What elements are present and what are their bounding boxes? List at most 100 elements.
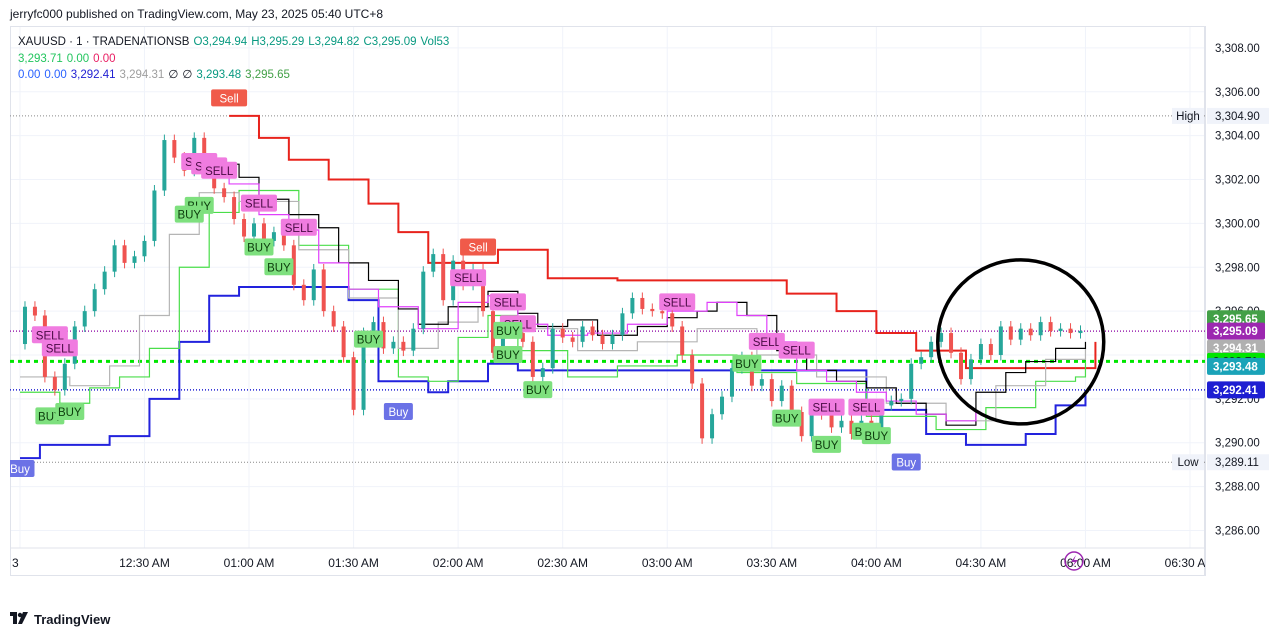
candle-body: [660, 311, 665, 314]
signal-text: BUY: [267, 262, 291, 274]
candle: [680, 320, 685, 361]
signal-badge: [264, 258, 294, 276]
signal-badge: [812, 435, 842, 453]
legend-row2-value-0: 3,293.71: [18, 52, 63, 65]
candle: [630, 292, 635, 319]
signal-text: BUY: [357, 335, 381, 347]
candle: [172, 134, 177, 164]
candle-body: [291, 245, 296, 285]
candle: [929, 336, 934, 363]
candle: [620, 307, 625, 341]
candle-body: [809, 407, 814, 437]
x-tick-label: 02:30 AM: [537, 556, 588, 570]
candle-body: [52, 376, 57, 391]
price-tag: 3,293.48: [1207, 357, 1265, 375]
lightning-icon: [1064, 551, 1084, 571]
candle: [769, 373, 774, 407]
candle: [640, 292, 645, 315]
candle: [1058, 323, 1063, 337]
y-tick-label: 3,300.00: [1215, 218, 1260, 230]
signal-label-buy: Buy: [891, 453, 921, 471]
extreme-label-bg: [1172, 454, 1204, 471]
candle-body: [839, 420, 844, 428]
price-axis[interactable]: 3,286.003,288.003,290.003,292.003,294.00…: [1205, 26, 1281, 576]
signal-text: BUY: [496, 326, 520, 338]
candle-body: [1078, 330, 1083, 334]
signal-label-pink: SELL: [201, 161, 238, 179]
candle: [799, 406, 804, 442]
signal-label-sell: Sell: [211, 89, 248, 107]
signal-label-green: BUY: [493, 321, 523, 339]
x-tick-label: 03:30 AM: [746, 556, 797, 570]
legend-row1-value-3: L3,294.82: [308, 36, 360, 48]
signal-label-buy: Buy: [383, 403, 413, 421]
candle-body: [949, 333, 954, 353]
candle-body: [92, 289, 97, 312]
candle-body: [1028, 328, 1033, 336]
y-tick-label: 3,302.00: [1215, 175, 1260, 187]
candle-body: [929, 341, 934, 358]
candle-body: [381, 322, 386, 349]
candle: [122, 239, 127, 269]
candle: [729, 362, 734, 403]
signal-label-green: BUY: [264, 258, 294, 276]
candle: [351, 351, 356, 416]
x-tick-label: 06:30 AM: [1165, 556, 1205, 570]
candle: [271, 226, 276, 247]
x-tick-label: 3: [12, 556, 19, 570]
candle-body: [1008, 326, 1013, 340]
candle-body: [729, 368, 734, 397]
candle: [162, 134, 167, 196]
indicator-row-2: 0.00 0.00 3,292.41 3,294.31 ∅ ∅ 3,293.48 3,295.…: [18, 67, 453, 84]
candle-body: [620, 313, 625, 336]
ohlc-row: XAUUSD · 1 · TRADENATIONSB O3,294.94 H3,29…: [18, 34, 453, 51]
candle-body: [281, 232, 286, 246]
candle-body: [590, 326, 595, 336]
candle-body: [252, 223, 257, 237]
chart-area[interactable]: 3 12:30 AM 01:00 AM 01:30 AM 02:00 AM 02:30 A…: [10, 26, 1205, 576]
candle: [839, 415, 844, 433]
signal-label-green: BUY: [493, 345, 523, 363]
candle-body: [650, 308, 655, 312]
candle: [530, 336, 535, 383]
candle-body: [570, 337, 575, 342]
candle-body: [351, 357, 356, 410]
tradingview-logo-icon: [10, 612, 28, 627]
candle-body: [789, 385, 794, 413]
candle-body: [1048, 322, 1053, 332]
candle: [889, 395, 894, 411]
candle: [978, 338, 983, 365]
candle-body: [132, 256, 137, 263]
candle-body: [849, 420, 854, 434]
signal-text: BUY: [247, 243, 271, 255]
candle-body: [1058, 328, 1063, 332]
signal-text: SELL: [753, 337, 782, 349]
signal-badge: [489, 293, 526, 311]
candle: [939, 327, 944, 348]
legend-row1-value-1: O3,294.94: [193, 36, 248, 48]
signal-label-green: BUY: [244, 238, 274, 256]
candle: [650, 303, 655, 317]
y-tick-label: 3,306.00: [1215, 87, 1260, 99]
legend-row3-value-4: ∅: [168, 69, 179, 81]
candle-body: [779, 385, 784, 402]
candle: [610, 329, 615, 350]
y-tick-label: 3,288.00: [1215, 482, 1260, 494]
signal-label-pink: SELL: [41, 339, 78, 357]
signal-text: BUY: [58, 407, 82, 419]
signal-badge: [493, 321, 523, 339]
candle-body: [152, 190, 157, 241]
candle: [1008, 320, 1013, 346]
candle-body: [371, 322, 376, 334]
price-tag: 3,295.09: [1207, 322, 1265, 340]
tradingview-brand[interactable]: TradingView: [10, 612, 110, 627]
signal-badge: [10, 460, 35, 478]
x-tick-label: 01:30 AM: [328, 556, 379, 570]
candle-body: [919, 357, 924, 364]
legend-row1-value-5: Vol53: [420, 36, 450, 48]
candle: [849, 415, 854, 440]
price-tag-bg: [1207, 381, 1265, 399]
candle: [580, 320, 585, 348]
signal-text: BUY: [177, 210, 201, 222]
legend-row3-value-0: 0.00: [18, 69, 41, 81]
